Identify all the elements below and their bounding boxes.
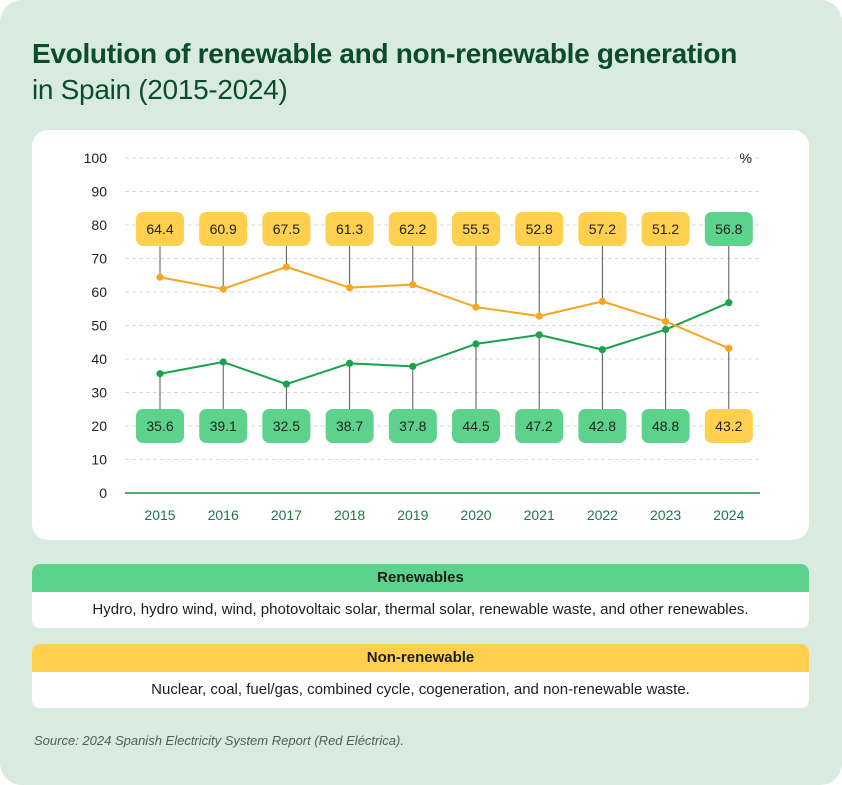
legend-nonrenewable-title: Non-renewable [32,644,809,672]
data-label-box [641,212,690,246]
nonrenewable-series-line [159,265,730,350]
legend-renewables: Renewables Hydro, hydro wind, wind, phot… [32,564,809,628]
data-label-box [262,212,311,246]
renewables-point [725,299,733,307]
data-label-box [641,409,690,443]
y-tick-label: 0 [99,485,107,501]
data-label: 52.8 [526,221,553,237]
chart-card: 0 10 20 30 40 50 60 70 80 90 100% 2015 2016 2017 2018 2… [32,130,809,540]
x-tick-label: 2018 [334,507,365,523]
data-label-box [515,212,564,246]
renewables-point [409,362,417,370]
nonrenewable-point [282,263,290,271]
data-label-box [704,212,753,246]
data-label-box [578,212,627,246]
data-label: 51.2 [652,221,679,237]
data-label: 62.2 [399,221,426,237]
data-label: 47.2 [526,418,553,434]
data-label: 60.9 [210,221,237,237]
line-chart: 0 10 20 30 40 50 60 70 80 90 100 % 2015 2016 2017 2018 2… [84,150,760,523]
title-line-2: in Spain (2015-2024) [32,74,288,105]
data-label-box [262,409,311,443]
nonrenewable-point [472,303,480,311]
x-tick-label: 2020 [460,507,491,523]
legend-renewables-title: Renewables [32,564,809,592]
nonrenewable-point [346,284,354,292]
data-label-box [199,212,248,246]
data-label: 38.7 [336,418,363,434]
nonrenewable-point [156,273,164,281]
data-label-box [136,212,184,246]
y-tick-label: 40 [91,351,107,367]
renewables-point [346,359,354,367]
y-tick-label: 20 [91,418,107,434]
data-label: 32.5 [273,418,300,434]
nonrenewable-point [409,281,417,289]
data-label-box [388,212,437,246]
renewables-point [156,370,164,378]
x-tick-label: 2016 [208,507,239,523]
data-label-box [515,409,564,443]
y-tick-label: 50 [91,318,107,334]
renewables-point [662,325,670,334]
renewables-point [598,346,607,354]
y-tick-label: 80 [91,217,107,233]
source-note: Source: 2024 Spanish Electricity System … [34,733,404,748]
legend-renewables-description: Hydro, hydro wind, wind, photovoltaic so… [92,601,749,618]
data-label: 43.2 [715,418,742,434]
data-label: 56.8 [715,221,742,237]
data-label-box [452,409,500,443]
data-label-box [325,212,374,246]
y-unit-label: % [740,150,752,166]
legend-nonrenewable-description: Nuclear, coal, fuel/gas, combined cycle,… [151,681,690,698]
data-label: 67.5 [273,221,300,237]
y-tick-label: 90 [91,184,107,200]
x-tick-label: 2023 [650,507,681,523]
data-label: 37.8 [399,418,426,434]
renewables-series-line [159,301,730,386]
x-tick-label: 2017 [271,507,302,523]
title-line-1: Evolution of renewable and non-renewable… [32,38,738,69]
data-label-box [325,409,374,443]
x-tick-label: 2024 [713,507,744,523]
x-tick-label: 2019 [397,507,428,523]
renewables-point [282,380,290,388]
renewables-point [219,358,227,366]
data-label: 64.4 [146,221,173,237]
y-tick-label: 30 [91,385,107,401]
renewables-point [535,331,543,339]
data-label-box [199,409,248,443]
nonrenewable-point [598,297,607,305]
data-label: 48.8 [652,418,679,434]
data-label: 42.8 [589,418,616,434]
data-label-box [452,212,500,246]
data-label: 35.6 [146,418,173,434]
chart-title: Evolution of renewable and non-renewable… [32,36,822,108]
y-tick-label: 100 [84,150,108,166]
data-label: 57.2 [589,221,616,237]
data-label-box [388,409,437,443]
nonrenewable-point [725,344,733,352]
x-tick-label: 2021 [524,507,555,523]
nonrenewable-point [219,285,227,293]
y-tick-label: 10 [91,452,107,468]
data-label: 44.5 [462,418,489,434]
legend-nonrenewable: Non-renewable Nuclear, coal, fuel/gas, c… [32,644,809,708]
data-label: 55.5 [462,221,489,237]
nonrenewable-point [535,312,543,320]
data-label-box [136,409,184,443]
data-label: 61.3 [336,221,363,237]
data-label-box [704,409,753,443]
y-tick-label: 60 [91,284,107,300]
data-label: 39.1 [210,418,237,434]
y-tick-label: 70 [91,251,107,267]
renewables-point [472,340,480,348]
x-tick-label: 2015 [144,507,175,523]
nonrenewable-point [662,317,670,326]
x-tick-label: 2022 [587,507,618,523]
data-label-box [578,409,627,443]
